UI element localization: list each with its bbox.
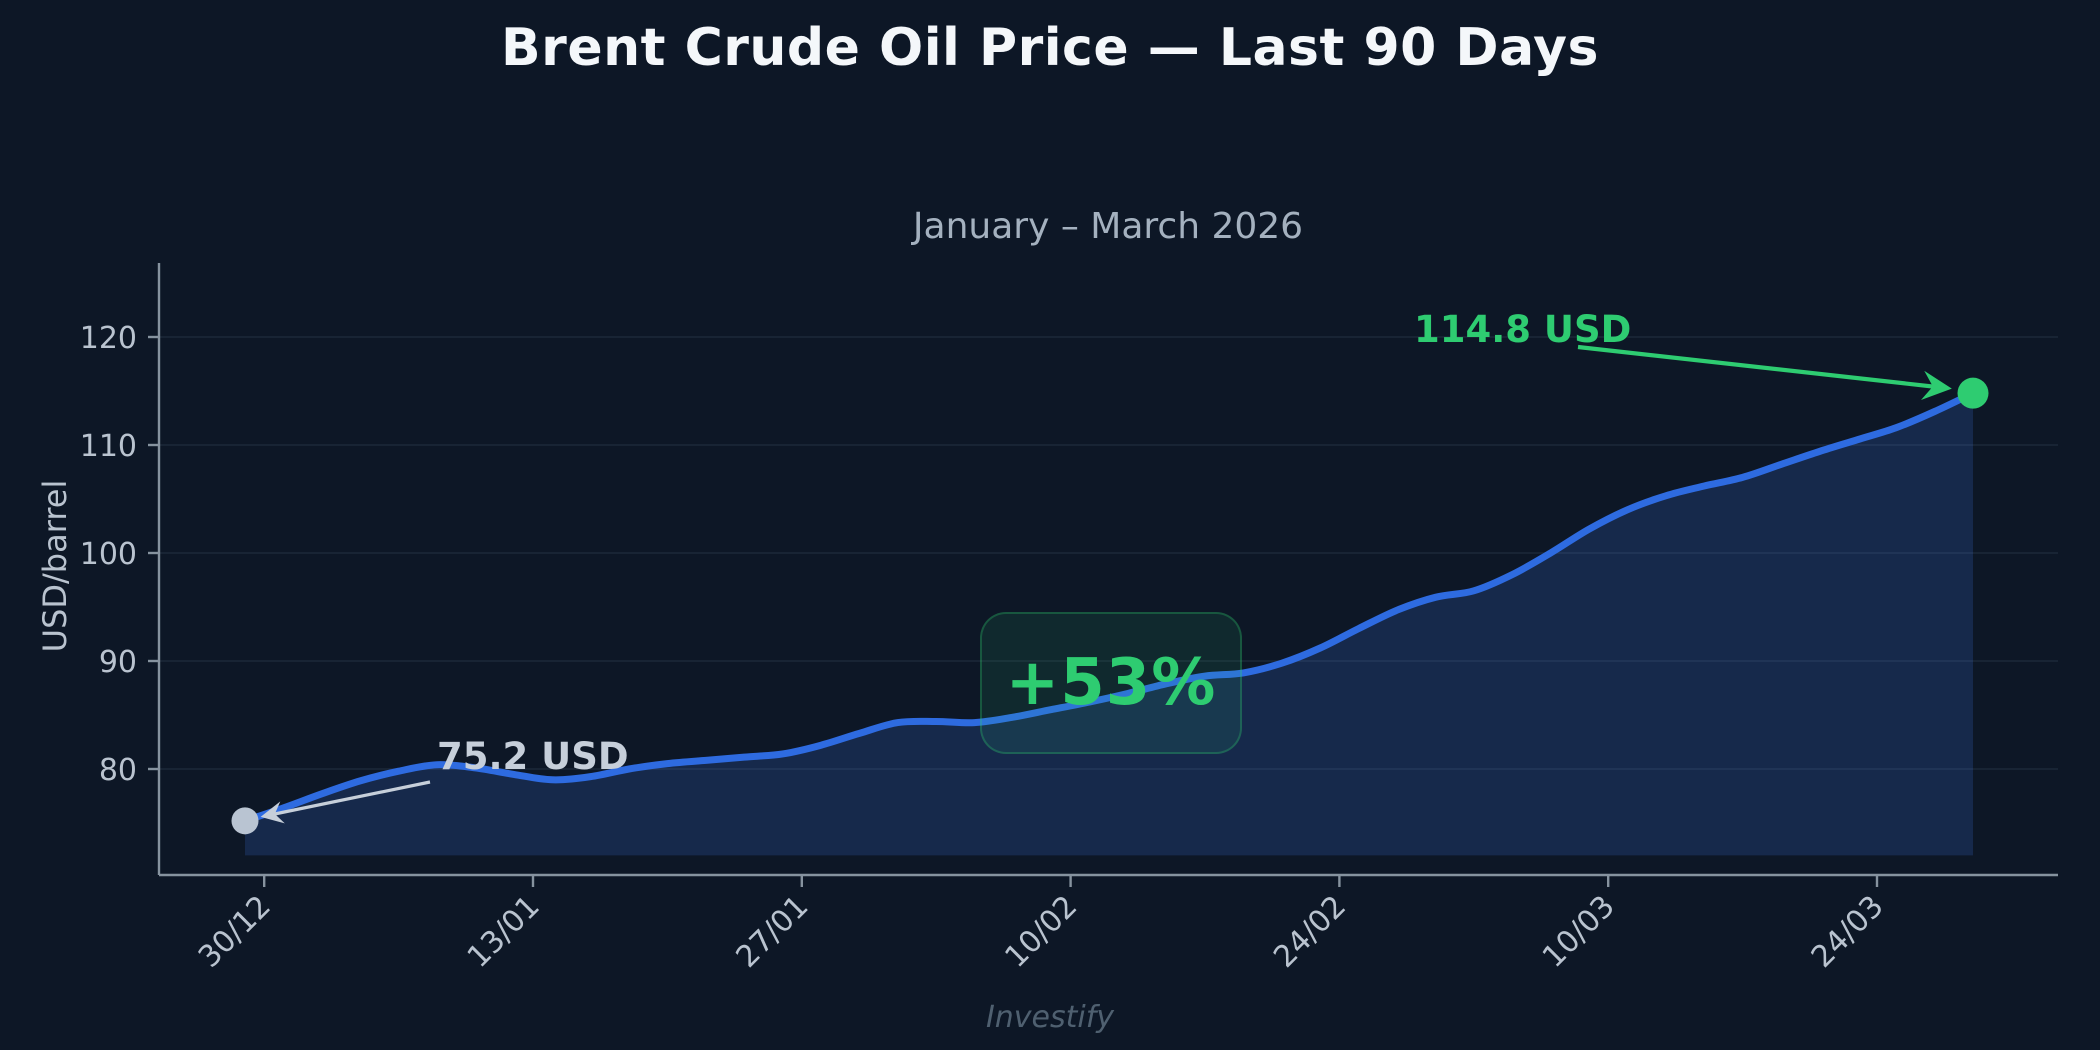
x-tick-label: 27/01	[730, 889, 816, 975]
end-point-marker	[1957, 377, 1989, 409]
y-tick-label: 90	[99, 645, 137, 680]
y-tick-label: 80	[99, 753, 137, 788]
end-price-annotation: 114.8 USD	[1414, 308, 1632, 351]
x-tick-label: 24/03	[1805, 889, 1891, 975]
x-tick-label: 30/12	[192, 889, 278, 975]
start-point-marker	[231, 807, 259, 835]
chart-subtitle: January – March 2026	[912, 206, 1304, 247]
area-fill	[245, 393, 1973, 856]
percent-change-badge: +53%	[980, 612, 1242, 754]
x-tick-label: 10/02	[998, 889, 1084, 975]
y-tick-label: 110	[80, 429, 137, 464]
price-line	[241, 389, 1977, 825]
x-tick-label: 13/01	[461, 889, 547, 975]
percent-change-label: +53%	[1005, 646, 1217, 720]
end-annotation-arrow	[1577, 344, 1952, 401]
chart-title: Brent Crude Oil Price — Last 90 Days	[501, 18, 1599, 78]
start-price-annotation: 75.2 USD	[437, 735, 629, 778]
brand-watermark: Investify	[985, 1000, 1115, 1035]
x-tick-label: 10/03	[1536, 889, 1622, 975]
y-tick-label: 120	[80, 321, 137, 356]
x-tick-label: 24/02	[1267, 889, 1353, 975]
y-tick-label: 100	[80, 537, 137, 572]
start-annotation-arrow	[260, 780, 431, 824]
